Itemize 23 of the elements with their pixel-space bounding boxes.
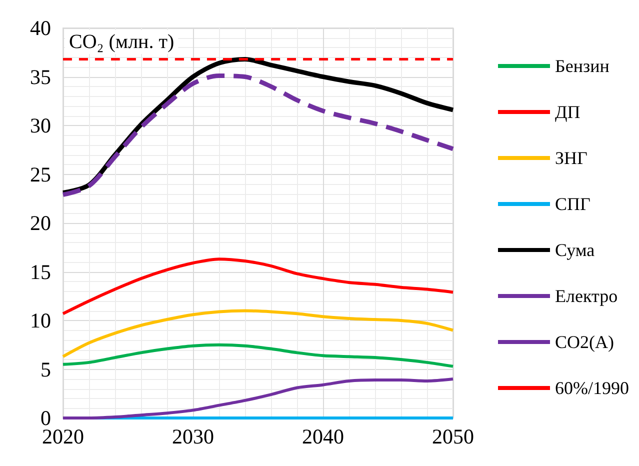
y-tick-label: 15 <box>30 260 51 284</box>
y-tick-label: 20 <box>30 211 51 235</box>
legend-label: Бензин <box>555 56 610 76</box>
y-tick-label: 40 <box>30 16 51 40</box>
x-tick-label: 2040 <box>302 424 344 448</box>
legend-label: ЗНГ <box>555 148 588 168</box>
legend-label: СПГ <box>555 194 590 214</box>
y-tick-label: 30 <box>30 114 51 138</box>
line-series <box>62 343 454 368</box>
legend-label: Електро <box>555 286 618 306</box>
x-tick-label: 2050 <box>432 424 474 448</box>
chart-title: CO₂ (млн. т) <box>69 31 174 53</box>
y-tick-label: 35 <box>30 64 51 89</box>
legend-label: 60%/1990 <box>555 378 630 398</box>
y-tick-label: 25 <box>30 162 51 186</box>
legend-label: ДП <box>555 102 580 122</box>
legend-label: CO2(A) <box>555 332 614 352</box>
y-tick-label: 10 <box>30 308 51 332</box>
legend-label: Сума <box>555 240 595 260</box>
line-series <box>62 258 454 316</box>
line-series <box>62 309 454 358</box>
y-tick-label: 5 <box>40 357 51 382</box>
x-tick-label: 2030 <box>172 424 214 448</box>
